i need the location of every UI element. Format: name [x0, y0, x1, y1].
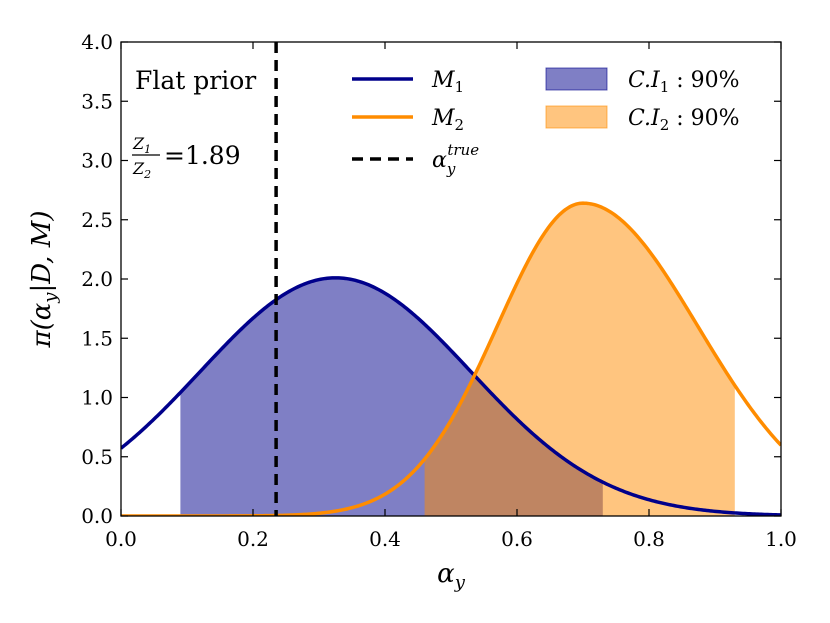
y-tick-label: 0.5	[81, 445, 113, 469]
svg-text:C.I1 : 90%: C.I1 : 90%	[628, 68, 740, 96]
legend-entry-alpha-true: αytrue	[352, 141, 479, 178]
y-tick-label: 2.5	[81, 208, 113, 232]
y-tick-label: 2.0	[81, 267, 113, 291]
svg-text:M2: M2	[431, 106, 464, 134]
x-tick-label: 0.8	[633, 527, 665, 551]
svg-text:αy: αy	[437, 559, 466, 593]
legend-entry-m2: M2	[352, 106, 464, 134]
legend-entry-m1: M1	[352, 68, 464, 96]
series-line-m1	[121, 276, 781, 516]
x-axis-label: αy	[437, 559, 466, 593]
x-tick-label: 1.0	[765, 527, 797, 551]
svg-text:C.I2 : 90%: C.I2 : 90%	[628, 106, 740, 134]
y-tick-label: 3.0	[81, 149, 113, 173]
x-tick-label: 0.6	[501, 527, 533, 551]
ratio-denominator: Z2	[132, 159, 151, 181]
x-tick-label: 0.2	[237, 527, 269, 551]
credible-interval-2	[424, 203, 735, 516]
y-tick-label: 0.0	[81, 504, 113, 528]
prior-annotation: Flat prior	[135, 66, 256, 95]
legend-entry-ci1: C.I1 : 90%	[545, 67, 740, 96]
svg-text:αytrue: αytrue	[432, 141, 479, 178]
legend-entry-ci2: C.I2 : 90%	[545, 105, 740, 134]
y-tick-label: 3.5	[81, 89, 113, 113]
svg-text:π(αy|D, M): π(αy|D, M)	[27, 211, 61, 349]
svg-text:M1: M1	[431, 68, 464, 96]
x-tick-label: 0.0	[105, 527, 137, 551]
y-axis-label: π(αy|D, M)	[27, 211, 61, 349]
ratio-value: =1.89	[164, 141, 241, 170]
x-tick-label: 0.4	[369, 527, 401, 551]
y-tick-label: 1.0	[81, 386, 113, 410]
evidence-ratio-annotation: Z1 Z2 =1.89	[132, 134, 241, 181]
legend: M1 M2 αytrue C.I1 : 90% C.I2 : 90%	[352, 67, 740, 178]
y-tick-label: 4.0	[81, 30, 113, 54]
ratio-numerator: Z1	[132, 134, 151, 156]
y-tick-label: 1.5	[81, 326, 113, 350]
